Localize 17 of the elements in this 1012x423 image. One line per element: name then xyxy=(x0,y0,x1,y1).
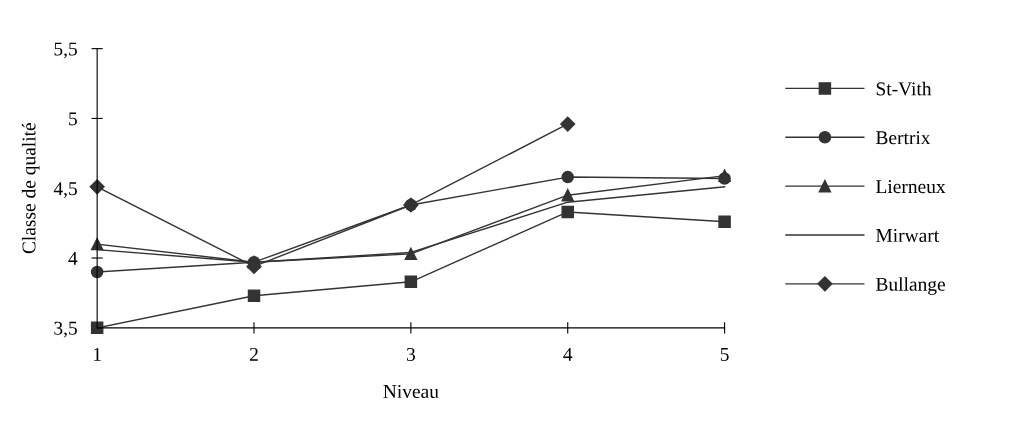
y-tick-label: 4 xyxy=(68,251,78,265)
y-tick-label: 3,5 xyxy=(54,321,77,338)
legend-label: Lierneux xyxy=(876,180,946,194)
legend-label: St-Vith xyxy=(876,81,932,96)
x-tick-label: 3 xyxy=(406,347,415,361)
y-tick-label: 4,5 xyxy=(53,182,77,198)
legend-label: Bullange xyxy=(876,277,945,295)
y-tick-label: 5,5 xyxy=(54,42,77,59)
x-tick-label: 1 xyxy=(94,347,101,361)
x-tick-label: 5 xyxy=(720,348,729,361)
legend-label: Bertrix xyxy=(876,131,931,145)
y-axis-title: Classe de qualité xyxy=(21,123,40,254)
x-axis-title: Niveau xyxy=(383,384,439,399)
x-tick-label: 2 xyxy=(250,347,258,361)
x-tick-label: 4 xyxy=(563,347,573,361)
legend-label: Mirwart xyxy=(876,228,940,242)
y-tick-label: 5 xyxy=(69,112,77,126)
